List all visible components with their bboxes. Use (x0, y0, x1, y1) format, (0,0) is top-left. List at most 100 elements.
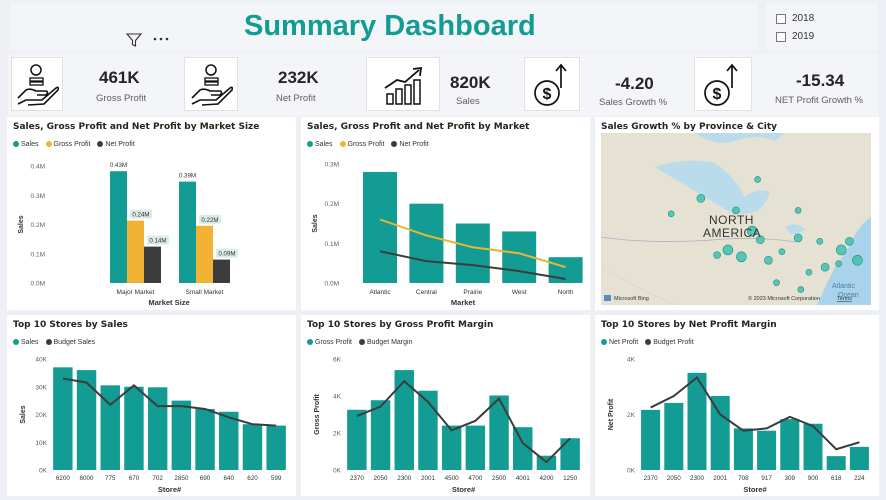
legend-item-budget-profit[interactable]: Budget Profit (645, 339, 694, 346)
y-tick-label: 0K (627, 468, 636, 475)
x-axis-label: Market Size (148, 298, 189, 307)
chart-title: Sales, Gross Profit and Net Profit by Ma… (307, 122, 530, 132)
map-bubble[interactable] (696, 194, 706, 203)
x-tick-label: 2050 (374, 475, 389, 482)
map-bubble[interactable] (836, 244, 847, 256)
map-bubble[interactable] (667, 210, 675, 218)
y-tick-label: 40K (35, 357, 47, 364)
legend-item-sales[interactable]: Sales (13, 339, 39, 346)
map-bubble[interactable] (794, 207, 802, 214)
bar-net-profit-900 (803, 423, 823, 470)
top-stores-sales-plot: 0K 10K 20K 30K 40K Sales Store# 6200 6000 775 670 7… (20, 357, 286, 494)
more-options-icon[interactable] (153, 36, 173, 42)
map-bubble[interactable] (852, 254, 863, 266)
x-tick-label: North (558, 289, 574, 296)
map-bubbles[interactable] (667, 176, 863, 293)
map-bubble[interactable] (835, 260, 842, 268)
y-tick-label: 0.3M (325, 162, 339, 169)
x-tick-label: 670 (129, 475, 140, 482)
chart-top-stores-sales[interactable]: Top 10 Stores by Sales Sales Budget Sale… (7, 315, 296, 496)
year-checkbox-2019[interactable] (776, 32, 786, 42)
kpi-icon-box-gross-profit (11, 57, 63, 111)
map-bubble[interactable] (754, 176, 761, 183)
bar-sales-702 (147, 387, 168, 470)
line-budget-profit (650, 376, 860, 451)
y-tick-label: 10K (35, 440, 47, 447)
map-canvas[interactable]: NORTH AMERICA Atlantic Ocean Microsoft B… (595, 117, 879, 310)
kpi-label-net-profit-growth: NET Profit Growth % (775, 95, 863, 106)
year-slicer (766, 4, 878, 50)
bing-logo: Microsoft Bing (614, 296, 649, 302)
legend-item-gross-profit[interactable]: Gross Profit (307, 339, 352, 346)
x-tick-label: 309 (785, 475, 796, 482)
map-bubble[interactable] (845, 237, 854, 246)
kpi-value-gross-profit: 461K (99, 68, 140, 87)
legend-item-gross-profit[interactable]: Gross Profit (45, 141, 90, 148)
map-bubble[interactable] (764, 255, 773, 265)
x-tick-label: 224 (854, 475, 865, 482)
chart-top-stores-net-margin[interactable]: Top 10 Stores by Net Profit Margin Net P… (595, 315, 879, 496)
y-axis-label: Sales (312, 214, 319, 232)
bar-gross-profit-2001 (418, 390, 438, 470)
legend-item-sales[interactable]: Sales (13, 141, 39, 148)
map-terms-link[interactable]: Terms (837, 296, 852, 302)
map-bubble[interactable] (820, 262, 830, 272)
legend-item-net-profit[interactable]: Net Profit (97, 141, 135, 148)
chart-title: Top 10 Stores by Net Profit Margin (601, 320, 777, 330)
x-tick-label: Central (416, 289, 438, 296)
legend-item-budget-sales[interactable]: Budget Sales (45, 339, 95, 346)
x-tick-label: Prairie (463, 289, 482, 296)
bar-net-profit-2300 (687, 372, 707, 470)
kpi-icon-box-net-profit (184, 57, 238, 111)
map-bubble[interactable] (793, 233, 803, 243)
map-ocean-label-1: Atlantic (832, 283, 855, 290)
chart-market[interactable]: Sales, Gross Profit and Net Profit by Ma… (301, 117, 590, 310)
money-hand-icon (17, 64, 60, 106)
bar-sales-prairie (455, 223, 490, 283)
growth-chart-icon (384, 66, 423, 105)
bar-sales-599 (266, 425, 286, 470)
legend-item-sales[interactable]: Sales (307, 141, 333, 148)
x-tick-label: 4001 (516, 475, 531, 482)
y-tick-label: 6K (333, 357, 342, 364)
data-label: 0.43M (110, 162, 127, 169)
map-bubble[interactable] (732, 206, 740, 215)
map-bubble[interactable] (778, 248, 786, 255)
bar-sales-6000 (76, 370, 97, 470)
data-label-bg (147, 235, 169, 245)
map-bubble[interactable] (713, 251, 721, 259)
kpi-label-sales-growth: Sales Growth % (599, 97, 668, 108)
map-bubble[interactable] (722, 244, 734, 256)
map-bubble[interactable] (756, 235, 765, 244)
chart-top-stores-gross-margin[interactable]: Top 10 Stores by Gross Profit Margin Gro… (301, 315, 590, 496)
legend-item-net-profit[interactable]: Net Profit (391, 141, 429, 148)
legend-item-budget-margin[interactable]: Budget Margin (358, 339, 412, 346)
y-tick-label: 2K (627, 412, 636, 419)
map-bubble[interactable] (805, 269, 813, 276)
map-bubble[interactable] (773, 279, 780, 286)
x-tick-label: Atlantic (369, 289, 391, 296)
x-tick-label: 640 (223, 475, 234, 482)
legend-item-gross-profit[interactable]: Gross Profit (339, 141, 384, 148)
map-panel[interactable]: Sales Growth % by Province & City NORTH … (595, 117, 879, 310)
svg-text:$: $ (713, 86, 722, 103)
y-tick-label: 0.2M (31, 222, 45, 229)
year-checkbox-2018[interactable] (776, 14, 786, 24)
kpi-label-gross-profit: Gross Profit (96, 93, 147, 104)
y-tick-label: 0.1M (31, 251, 45, 258)
money-hand-icon (191, 64, 234, 106)
chart-market-size[interactable]: Sales, Gross Profit and Net Profit by Ma… (7, 117, 296, 310)
kpi-icon-box-sales (366, 57, 440, 111)
x-tick-label: 702 (152, 475, 163, 482)
map-bubble[interactable] (816, 238, 823, 245)
map-bubble[interactable] (746, 225, 758, 237)
top-stores-gross-margin-plot: 0K 2K 4K 6K Gross Profit Store# 2370 2050 2300 20… (314, 357, 580, 494)
map-bubble[interactable] (797, 286, 805, 293)
bar-sales-north (548, 257, 583, 283)
y-tick-label: 0K (39, 468, 48, 475)
x-tick-label: 690 (200, 475, 211, 482)
bing-icon (604, 295, 611, 301)
map-bubble[interactable] (736, 251, 747, 263)
filter-icon[interactable] (125, 32, 143, 48)
legend-item-net-profit[interactable]: Net Profit (601, 339, 638, 346)
